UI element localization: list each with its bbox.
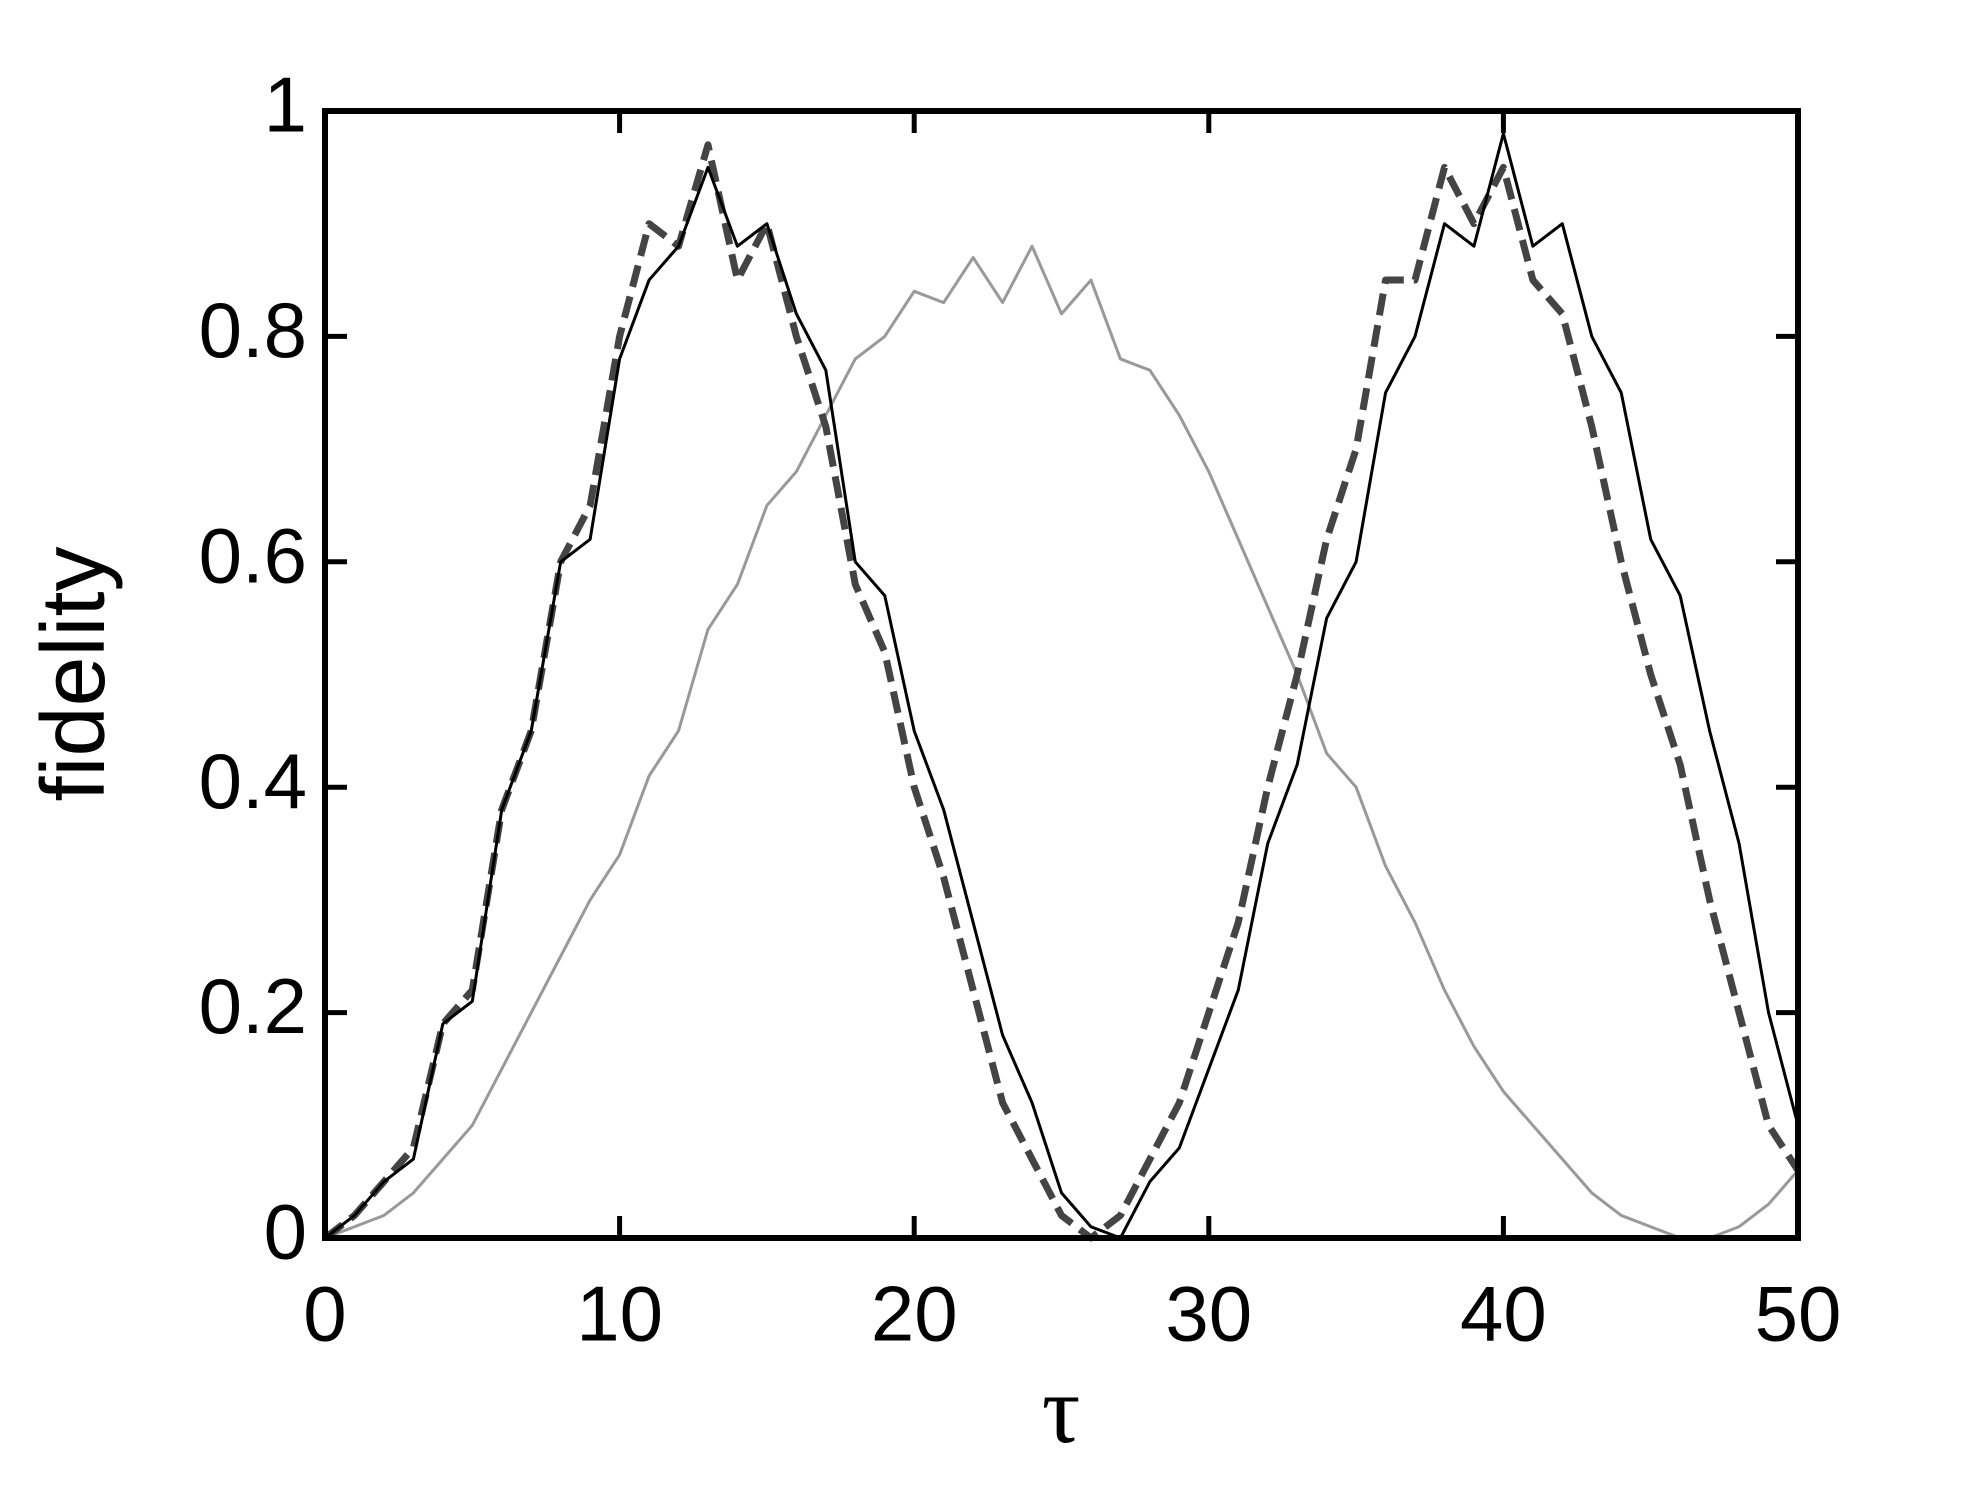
y-tick-label: 0.2 <box>199 962 307 1050</box>
y-tick-label: 1 <box>264 61 307 149</box>
x-tick-label: 30 <box>1165 1270 1252 1358</box>
x-tick-label: 50 <box>1755 1270 1842 1358</box>
x-tick-label: 20 <box>871 1270 958 1358</box>
data-line <box>324 132 1800 1240</box>
plot-frame <box>322 108 1801 1241</box>
x-axis-label: τ <box>1042 1356 1081 1463</box>
y-tick-label: 0 <box>264 1188 307 1276</box>
y-tick-label: 0.8 <box>199 286 307 374</box>
x-tick-label: 10 <box>576 1270 663 1358</box>
y-tick-label: 0.4 <box>199 737 307 825</box>
data-line <box>324 244 1800 1240</box>
y-tick-label: 0.6 <box>199 511 307 599</box>
y-axis-label: fidelity <box>24 546 124 801</box>
x-tick-label: 0 <box>303 1270 346 1358</box>
data-line <box>322 141 1801 1242</box>
x-tick-label: 40 <box>1460 1270 1547 1358</box>
